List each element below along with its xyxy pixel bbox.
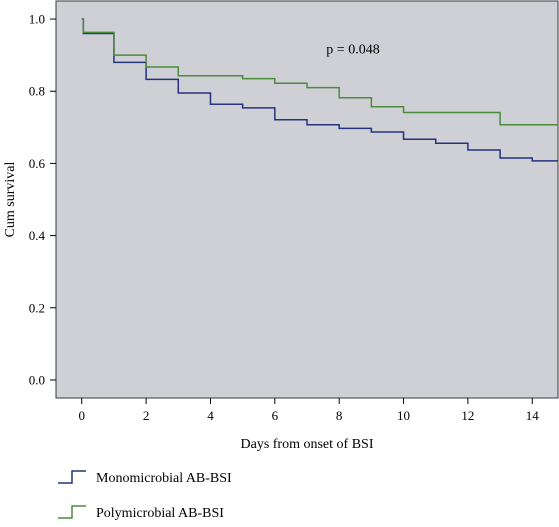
y-tick-label: 0.8: [29, 84, 45, 99]
x-axis: 0 2 4 6 8 10 12 14: [78, 398, 539, 423]
y-tick-label: 0.4: [29, 228, 46, 243]
y-axis: 0.0 0.2 0.4 0.6 0.8 1.0: [29, 12, 56, 387]
legend-swatch: [58, 505, 86, 519]
plot-area: [55, 0, 559, 399]
x-axis-title: Days from onset of BSI: [241, 437, 374, 452]
y-tick-label: 0.6: [29, 156, 46, 171]
p-value-annotation: p = 0.048: [326, 42, 379, 57]
legend-swatch: [58, 470, 86, 484]
y-tick-label: 0.2: [29, 300, 45, 315]
x-tick-label: 12: [461, 408, 474, 423]
y-axis-title: Cum survival: [3, 161, 18, 237]
y-tick-label: 0.0: [29, 372, 45, 387]
y-tick-label: 1.0: [29, 12, 45, 27]
x-tick-label: 4: [207, 408, 214, 423]
legend-label: Polymicrobial AB-BSI: [96, 506, 224, 521]
x-tick-label: 0: [78, 408, 85, 423]
x-tick-label: 14: [526, 408, 540, 423]
series-line-polymicrobial: [81, 18, 558, 126]
legend-label: Monomicrobial AB-BSI: [96, 471, 232, 486]
x-tick-label: 2: [143, 408, 150, 423]
x-tick-label: 10: [397, 408, 410, 423]
series-layer: [81, 18, 558, 162]
legend: Monomicrobial AB-BSI Polymicrobial AB-BSI: [58, 470, 232, 521]
x-tick-label: 8: [336, 408, 343, 423]
x-tick-label: 6: [272, 408, 279, 423]
